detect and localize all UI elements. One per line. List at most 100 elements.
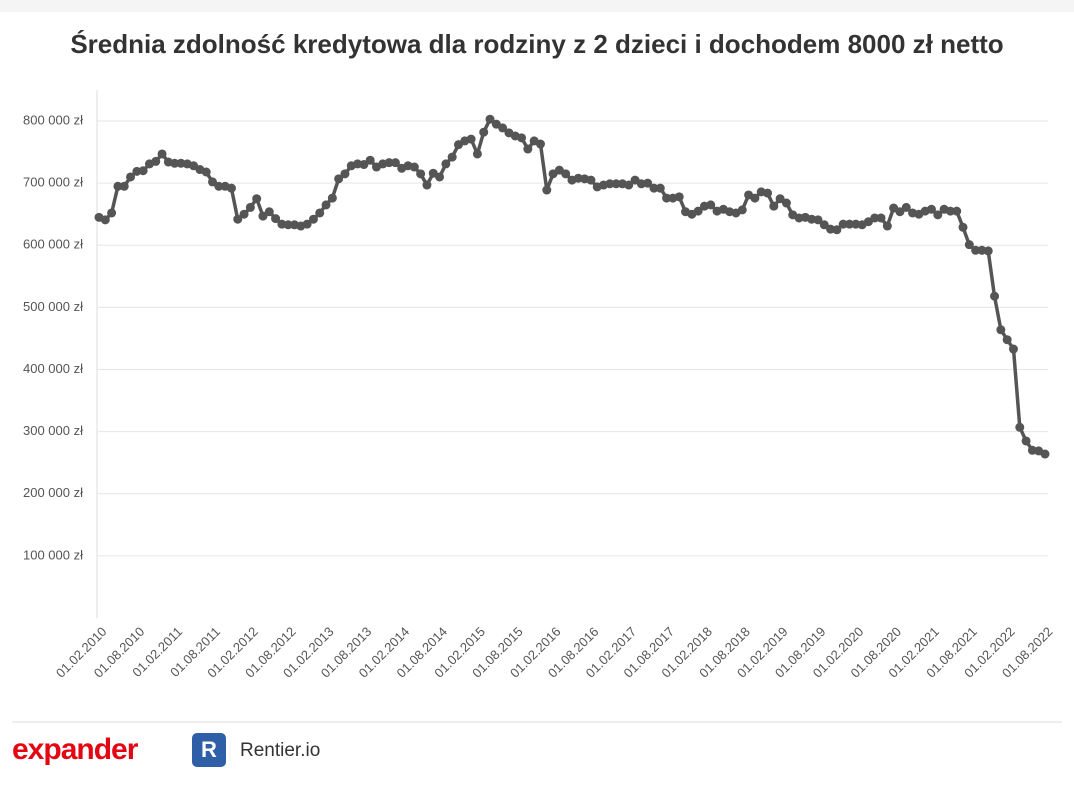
data-point	[416, 169, 426, 179]
top-strip	[0, 0, 1074, 12]
y-tick-label: 600 000 zł	[23, 237, 83, 252]
data-point	[750, 193, 760, 203]
data-point	[649, 183, 659, 193]
data-point	[308, 214, 318, 224]
data-point	[819, 220, 829, 230]
data-point	[876, 213, 886, 223]
data-point	[838, 219, 848, 229]
data-point	[409, 162, 419, 172]
y-tick-label: 800 000 zł	[23, 112, 83, 127]
data-point	[844, 219, 854, 229]
data-point	[832, 225, 842, 235]
data-point	[542, 185, 552, 195]
data-point	[901, 202, 911, 212]
data-point	[422, 180, 432, 190]
data-point	[283, 220, 293, 230]
data-point	[517, 133, 527, 143]
data-point	[107, 208, 117, 218]
data-point	[233, 214, 243, 224]
data-point	[239, 209, 249, 219]
data-point	[466, 134, 476, 144]
data-point	[447, 152, 457, 162]
data-point	[435, 172, 445, 182]
data-point	[258, 211, 268, 221]
data-point	[302, 219, 312, 229]
data-point	[226, 183, 236, 193]
chart-title: Średnia zdolność kredytowa dla rodziny z…	[70, 29, 1003, 59]
data-point	[245, 202, 255, 212]
y-tick-label: 400 000 zł	[23, 361, 83, 376]
data-point	[214, 181, 224, 191]
data-point	[926, 204, 936, 214]
data-point	[157, 149, 167, 159]
data-point	[252, 194, 262, 204]
data-point	[100, 215, 110, 225]
data-point	[113, 181, 123, 191]
data-point	[990, 291, 1000, 301]
data-point	[655, 183, 665, 193]
data-point	[643, 178, 653, 188]
data-point	[321, 200, 331, 210]
data-point	[706, 200, 716, 210]
data-point	[472, 149, 482, 159]
data-point	[340, 169, 350, 179]
data-point	[895, 207, 905, 217]
rentier-badge	[192, 733, 226, 767]
data-point	[769, 201, 779, 211]
rentier-badge-letter: R	[201, 737, 217, 762]
data-point	[264, 207, 274, 217]
data-point	[781, 198, 791, 208]
data-point	[813, 215, 823, 225]
data-point	[624, 180, 634, 190]
data-point	[334, 174, 344, 184]
data-line	[98, 117, 1046, 456]
data-point	[1021, 436, 1031, 446]
data-point	[605, 179, 615, 189]
data-point	[674, 192, 684, 202]
data-point	[737, 205, 747, 215]
data-point	[271, 214, 281, 224]
y-tick-label: 300 000 zł	[23, 423, 83, 438]
data-point	[523, 144, 533, 154]
data-point	[441, 159, 451, 169]
y-tick-label: 500 000 zł	[23, 299, 83, 314]
data-point	[359, 160, 369, 170]
data-point	[662, 193, 672, 203]
data-point	[498, 123, 508, 133]
data-point	[763, 188, 773, 198]
data-point	[138, 166, 148, 176]
data-point	[390, 158, 400, 168]
data-point	[611, 179, 621, 189]
data-point	[327, 193, 337, 203]
data-point	[945, 206, 955, 216]
data-point	[870, 213, 880, 223]
data-point	[693, 206, 703, 216]
data-point	[208, 177, 218, 187]
data-point	[170, 158, 180, 168]
data-point	[996, 325, 1006, 335]
data-point	[964, 240, 974, 250]
data-point	[151, 156, 161, 166]
data-point	[479, 127, 489, 137]
data-point	[561, 169, 571, 179]
data-point	[933, 210, 943, 220]
data-point	[971, 245, 981, 255]
data-point	[882, 221, 892, 231]
expander-logo: expander	[12, 733, 139, 766]
data-point	[201, 167, 211, 177]
data-point	[958, 222, 968, 232]
data-point	[1040, 449, 1050, 459]
data-point	[775, 194, 785, 204]
data-point	[119, 181, 129, 191]
data-point	[586, 175, 596, 185]
data-point	[983, 246, 993, 256]
data-point	[126, 172, 136, 182]
data-point	[384, 158, 394, 168]
rentier-logo: Rentier.io	[240, 740, 320, 761]
data-point	[315, 208, 325, 218]
data-point	[365, 155, 375, 165]
data-point	[1008, 344, 1018, 354]
data-point	[535, 139, 545, 149]
